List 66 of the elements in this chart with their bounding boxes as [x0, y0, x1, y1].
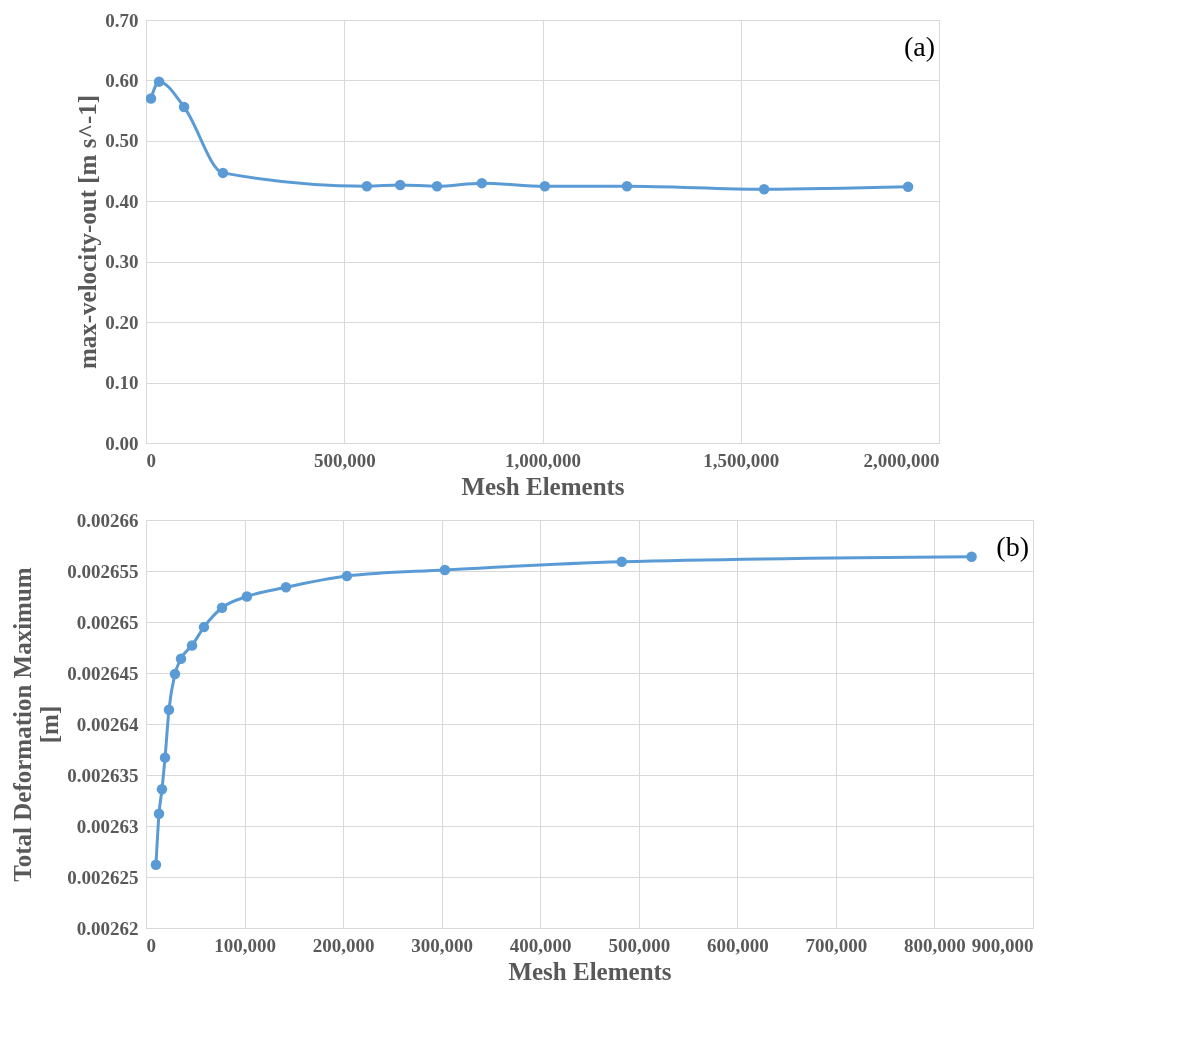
point: [216, 602, 228, 613]
x-tick-label: 300,000: [411, 934, 474, 956]
y-tick-label: 0.002625: [67, 866, 139, 888]
x-axis-title: Mesh Elements: [461, 472, 625, 500]
y-axis-title: max-velocity-out [m s^-1]: [74, 94, 102, 370]
point: [476, 177, 488, 189]
point: [217, 167, 229, 179]
y-tick-label: 0.70: [105, 9, 139, 31]
point: [153, 76, 165, 87]
point: [241, 591, 253, 602]
point: [153, 808, 165, 819]
point: [621, 180, 633, 192]
point: [146, 93, 157, 104]
annotation: (b): [996, 531, 1029, 562]
y-tick-label: 0.00263: [76, 815, 139, 837]
point: [341, 570, 353, 582]
x-tick-label: 1,500,000: [703, 449, 780, 471]
x-tick-label: 2,000,000: [863, 449, 940, 471]
point: [280, 582, 292, 593]
point: [186, 640, 198, 651]
y-tick-label: 0.002655: [67, 560, 139, 582]
point: [439, 564, 451, 576]
x-tick-label: 700,000: [805, 934, 868, 956]
y-tick-label: 0.00: [105, 432, 139, 454]
y-tick-label: 0.40: [105, 190, 139, 212]
x-tick-label: 200,000: [312, 934, 375, 956]
y-axis-title: Total Deformation Maximum [m]: [9, 567, 64, 882]
x-tick-label: 0: [146, 934, 156, 956]
point: [175, 653, 187, 664]
x-axis-title: Mesh Elements: [508, 957, 672, 985]
annotation: (a): [903, 31, 935, 62]
point: [150, 859, 162, 870]
point: [163, 704, 175, 715]
y-tick-label: 0.00266: [76, 509, 139, 531]
point: [361, 180, 373, 192]
x-tick-label: 900,000: [971, 934, 1034, 956]
y-tick-label: 0.30: [105, 251, 139, 273]
y-tick-label: 0.002645: [67, 662, 139, 684]
y-tick-label: 0.60: [105, 69, 139, 91]
point: [539, 180, 551, 192]
y-tick-label: 0.50: [105, 130, 139, 152]
point: [394, 179, 406, 191]
point: [178, 101, 190, 113]
point: [902, 181, 914, 193]
x-tick-label: 0: [146, 449, 156, 471]
x-tick-label: 100,000: [214, 934, 276, 956]
point: [159, 752, 171, 763]
y-tick-label: 0.20: [105, 311, 139, 333]
point: [616, 556, 627, 568]
point: [156, 784, 168, 795]
x-tick-label: 600,000: [706, 934, 769, 956]
point: [198, 621, 210, 633]
x-tick-label: 800,000: [904, 934, 966, 956]
x-tick-label: 500,000: [608, 934, 671, 956]
y-tick-label: 0.002635: [67, 764, 139, 786]
y-tick-label: 0.10: [105, 372, 139, 394]
point: [169, 668, 181, 680]
x-tick-label: 400,000: [509, 934, 572, 956]
x-tick-label: 500,000: [313, 449, 376, 471]
y-tick-label: 0.00262: [76, 917, 139, 939]
x-tick-label: 1,000,000: [505, 449, 581, 471]
point: [758, 183, 770, 195]
y-tick-label: 0.00264: [76, 713, 139, 735]
point: [966, 551, 977, 562]
y-tick-label: 0.00265: [76, 611, 139, 633]
point: [431, 180, 443, 192]
